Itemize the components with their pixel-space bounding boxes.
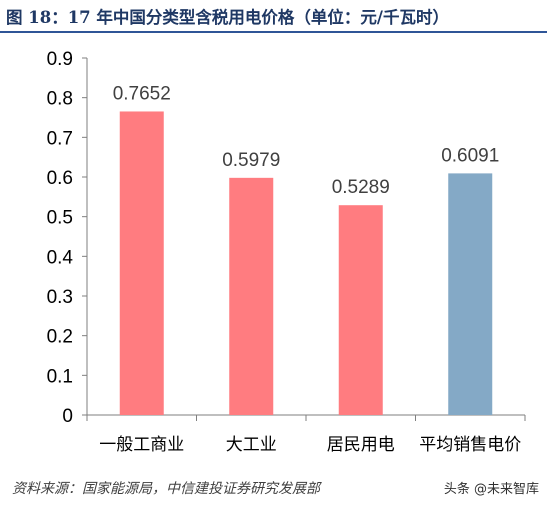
title-divider [0,31,547,33]
bar-value-label: 0.5289 [332,177,390,198]
y-tick-label: 0.7 [47,128,73,149]
y-tick-label: 0.6 [47,168,73,189]
source-note: 资料来源：国家能源局，中信建投证券研究发展部 [12,481,320,497]
bar [338,205,383,415]
y-tick-label: 0.1 [47,366,73,387]
bar-value-label: 0.6091 [441,145,499,166]
category-labels: 一般工商业 大工业 居民用电 平均销售电价 [99,435,521,455]
y-tick-label: 0.8 [47,89,73,110]
y-tick-label: 0.9 [47,49,73,70]
category-label: 居民用电 [327,435,395,455]
bar [229,177,274,415]
bar [448,173,493,415]
y-tick-label: 0.3 [47,287,73,308]
chart-title: 图 18：17 年中国分类型含税用电价格（单位：元/千瓦时） [6,8,449,27]
y-tick-label: 0.5 [47,208,73,229]
category-label: 大工业 [226,435,277,455]
y-tick-label: 0.2 [47,327,73,348]
bar [119,111,164,415]
x-axis [86,414,526,421]
data-labels: 0.7652 0.5979 0.5289 0.6091 [113,83,500,198]
bar-series [119,111,493,415]
y-tick-label: 0.4 [47,247,74,268]
bar-value-label: 0.7652 [113,83,171,104]
y-tick-label: 0 [62,406,73,427]
y-axis: 0 0.1 0.2 0.3 0.4 0.5 0.6 0.7 0.8 0.9 [47,49,88,427]
bar-chart: 0 0.1 0.2 0.3 0.4 0.5 0.6 0.7 0.8 0.9 0.7652 0.597… [47,49,526,455]
category-label: 平均销售电价 [419,435,521,455]
watermark: 头条 @未来智库 [443,482,539,497]
bar-value-label: 0.5979 [222,150,280,171]
category-label: 一般工商业 [99,435,184,455]
